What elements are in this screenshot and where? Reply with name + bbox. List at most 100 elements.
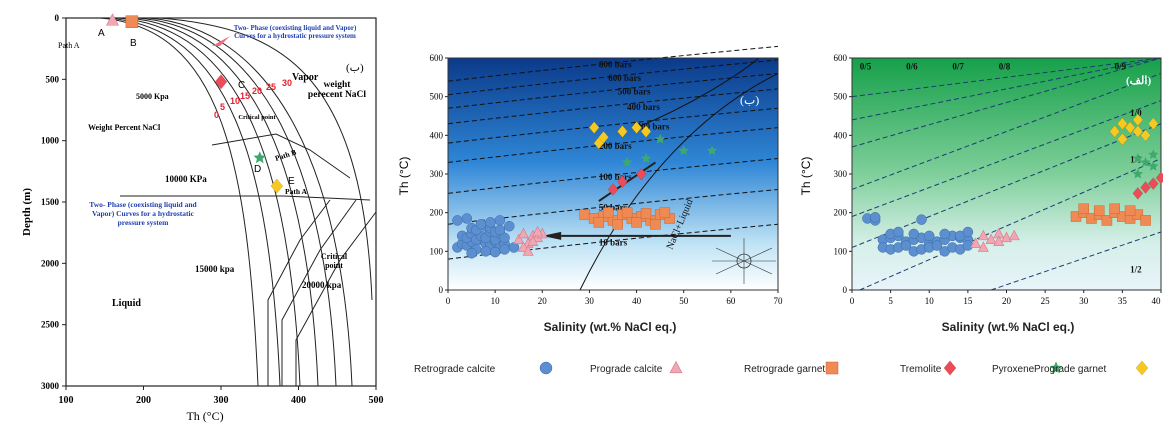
x-tick-label: 5 (888, 296, 893, 306)
y-axis-label: Th (°C) (397, 157, 411, 196)
isobar-line (447, 127, 779, 163)
isoline (851, 72, 1162, 190)
pyroxene-point (621, 156, 633, 167)
y-tick-label: 600 (834, 53, 848, 63)
isoline-label: 0/7 (952, 62, 964, 72)
boiling-curves (99, 17, 377, 387)
x-tick-label: 20 (538, 296, 548, 306)
retrograde-garnet-point (650, 219, 661, 230)
x-tick-label: 60 (726, 296, 736, 306)
isoline-label: 0/6 (906, 62, 918, 72)
salinity-labels: 05 10 15 20 25 30 (214, 78, 292, 120)
y-tick-label: 500 (46, 74, 60, 84)
isoline (851, 57, 1162, 148)
legend-label: Tremolite (900, 364, 942, 375)
isoline (851, 57, 1162, 98)
prograde-calcite-point (532, 225, 544, 237)
pyroxene-point (1132, 168, 1144, 179)
isobar-label: 600 bars (608, 73, 641, 83)
annotation-path-a-left: Path A (58, 41, 80, 50)
retrograde-calcite-point (494, 215, 506, 226)
boiling-curve (99, 17, 259, 387)
y-tick-label: 100 (430, 246, 444, 256)
tremolite-point (1147, 177, 1159, 191)
prograde-calcite-point (1008, 229, 1020, 241)
annotation-critical-point-lower: Critical point (321, 252, 347, 270)
retrograde-calcite-point (480, 246, 491, 257)
salinity-label: 15 (240, 91, 250, 101)
y-tick-label: 200 (430, 208, 444, 218)
pyroxene-point (1140, 156, 1151, 167)
isobar-line (447, 88, 779, 125)
prograde-garnet-point (1124, 121, 1136, 134)
retrograde-calcite-point (494, 224, 506, 236)
y-tick-label: 100 (834, 246, 848, 256)
annotation-liquid: Liquid (112, 298, 141, 309)
retrograde-garnet-point (659, 207, 671, 218)
tremolite-point (1155, 171, 1163, 185)
retrograde-calcite-point (508, 242, 520, 253)
data-points (106, 13, 284, 194)
nacl-liquid-curve (579, 73, 779, 291)
isoline-label: 0/5 (860, 62, 872, 72)
retrograde-calcite-point (499, 244, 510, 255)
tremolite-point (607, 183, 619, 196)
retrograde-calcite-point (466, 248, 477, 259)
retrograde-calcite-point (931, 240, 943, 251)
annotation-critical-point: Critical point (238, 114, 275, 121)
retrograde-calcite-point (962, 226, 974, 238)
annotation-15000kpa: 15000 kpa (195, 264, 235, 274)
boiling-curve (137, 17, 337, 387)
retrograde-calcite-point (489, 246, 501, 258)
pyroxene-point (678, 145, 689, 156)
prograde-calcite-point (513, 233, 525, 245)
retrograde-garnet-point (1101, 215, 1113, 226)
x-tick-label: 15 (963, 296, 973, 306)
point-a (106, 13, 119, 26)
prograde-garnet-point (588, 121, 600, 134)
annotation-point-c: C (238, 80, 245, 91)
panel3-label: (الف) (1126, 75, 1151, 87)
pressure-line (295, 211, 377, 386)
prograde-garnet-point (617, 125, 628, 138)
path-a-line (120, 195, 371, 201)
x-tick-label: 30 (585, 296, 595, 306)
boiling-curve (127, 17, 319, 387)
legend-square-icon (825, 361, 839, 375)
boiling-curve (159, 17, 373, 301)
retrograde-garnet-point (1124, 205, 1136, 216)
retrograde-calcite-point (485, 217, 496, 228)
point-d (253, 151, 266, 164)
legend-label: Retrograde garnet (744, 364, 825, 375)
pyroxene-point (1148, 160, 1159, 171)
x-tick-label: 35 (1118, 296, 1128, 306)
retrograde-garnet-point (1109, 203, 1120, 215)
plot-background (852, 58, 1161, 290)
axes-ticks: 0 10 20 30 40 50 60 70 0 100 200 300 400 500 600 (430, 53, 784, 306)
y-tick-label: 2000 (41, 258, 60, 268)
annotation-point-e: E (288, 176, 295, 187)
x-tick-label: 500 (369, 395, 384, 406)
y-tick-label: 3000 (41, 381, 60, 391)
isoline (859, 158, 1162, 291)
isobar-line (447, 59, 779, 96)
isoline-label: 1/0 (1130, 108, 1142, 118)
pyroxene-point (640, 153, 652, 163)
point-b (125, 15, 139, 28)
prograde-garnet-point (1117, 117, 1128, 131)
isobar-line (447, 158, 779, 194)
x-tick-label: 25 (1041, 296, 1051, 306)
prograde-garnet-point (1117, 132, 1128, 146)
x-tick-label: 40 (632, 296, 642, 306)
y-tick-label: 2500 (41, 320, 60, 330)
x-tick-label: 0 (850, 296, 855, 306)
boiling-curve (147, 17, 353, 387)
x-tick-label: 100 (59, 395, 74, 406)
y-tick-label: 400 (834, 130, 848, 140)
annotation-5000kpa: 5000 Kpa (136, 92, 169, 101)
legend-label: Pyroxene (992, 364, 1035, 375)
isobar-label: 300 bars (637, 122, 670, 132)
y-tick-label: 400 (430, 130, 444, 140)
